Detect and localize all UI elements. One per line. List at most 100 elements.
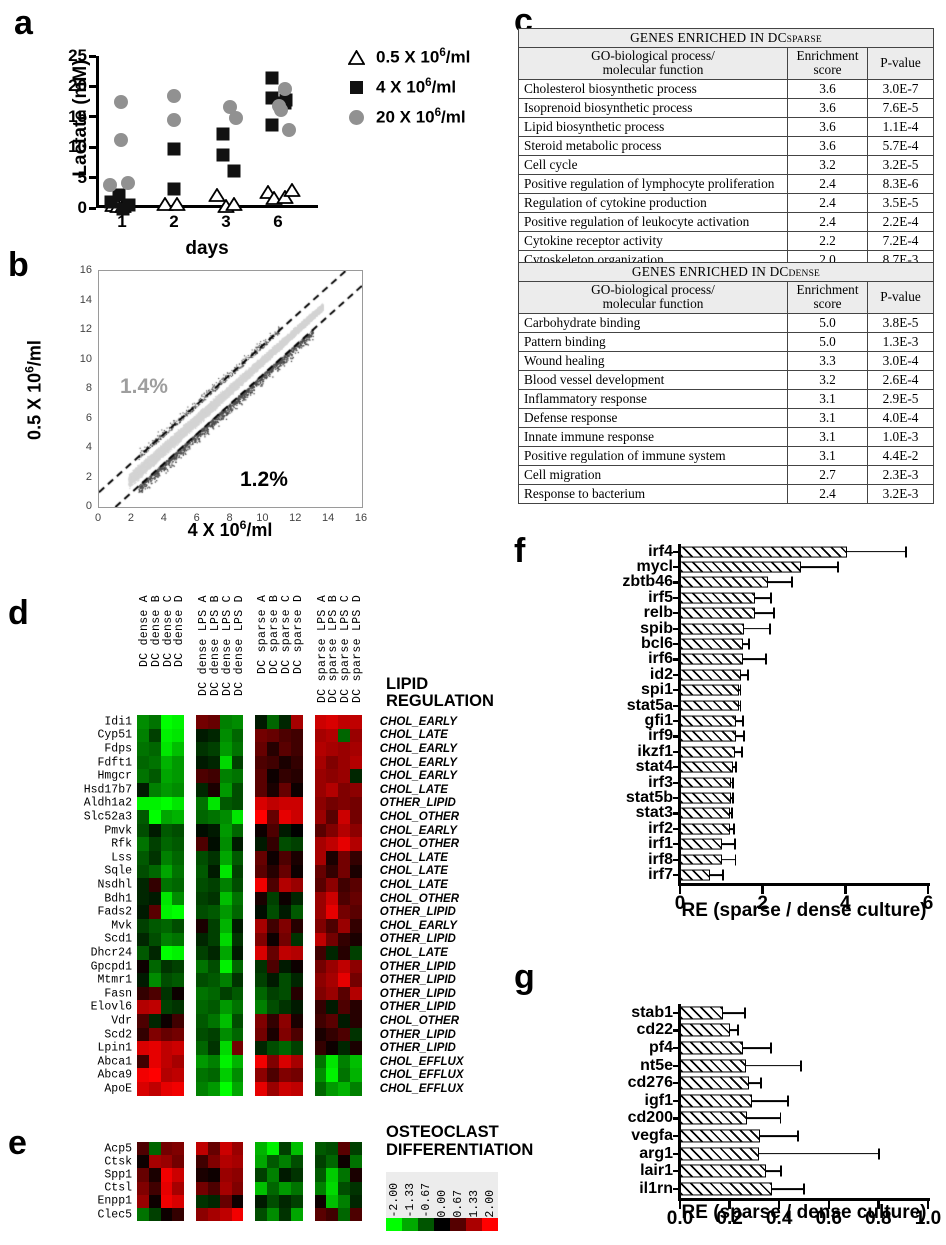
- heatmap-cell: [149, 783, 161, 797]
- heatmap-cell: [338, 729, 350, 743]
- heatmap-cell: [232, 729, 244, 743]
- go-term: Cell migration: [519, 465, 788, 484]
- heatmap-cell: [220, 1041, 232, 1055]
- heatmap-cell: [255, 946, 267, 960]
- p-value: 2.2E-4: [868, 212, 934, 231]
- heatmap-cell: [220, 1142, 232, 1155]
- panel-c-go-enrichment-tables: GENES ENRICHED IN DCSPARSE GO-biological …: [504, 0, 946, 500]
- panel-b-x-axis-label: 4 X 106/ml: [188, 518, 273, 541]
- heatmap-cell: [291, 1208, 303, 1221]
- heatmap-cell: [255, 1082, 267, 1096]
- go-term: Inflammatory response: [519, 389, 788, 408]
- bar-row: igf1: [680, 1092, 928, 1110]
- heatmap-cell: [137, 1208, 149, 1221]
- heatmap-cell: [149, 769, 161, 783]
- heatmap-cell: [232, 1055, 244, 1069]
- heatmap-cell: [196, 919, 208, 933]
- error-bar-cap: [735, 762, 737, 773]
- bar-rect: [680, 762, 733, 773]
- heatmap-cell: [350, 729, 362, 743]
- go-table-sparse: GENES ENRICHED IN DCSPARSE GO-biological …: [518, 28, 934, 270]
- heatmap-cell: [279, 1068, 291, 1082]
- heatmap-cell: [291, 933, 303, 947]
- heatmap-cell: [232, 1082, 244, 1096]
- heatmap-cell: [291, 851, 303, 865]
- heatmap-cell: [232, 1028, 244, 1042]
- heatmap-cell: [338, 1068, 350, 1082]
- heatmap-cell: [350, 851, 362, 865]
- heatmap-cell: [338, 1142, 350, 1155]
- heatmap-cell: [208, 837, 220, 851]
- panel-a-point-circle: [167, 89, 181, 103]
- heatmap-cell: [137, 851, 149, 865]
- heatmap-cell: [255, 824, 267, 838]
- panel-d-category-label: CHOL_LATE: [380, 729, 448, 741]
- go-term: Positive regulation of immune system: [519, 446, 788, 465]
- heatmap-cell: [149, 824, 161, 838]
- heatmap-cell: [196, 1182, 208, 1195]
- heatmap-cell: [172, 919, 184, 933]
- heatmap-cell: [255, 715, 267, 729]
- heatmap-cell: [208, 783, 220, 797]
- heatmap-cell: [172, 1068, 184, 1082]
- heatmap-cell: [279, 1168, 291, 1181]
- panel-d-gene-label: Rfk: [111, 838, 132, 851]
- table-band-title: GENES ENRICHED IN DCSPARSE: [519, 29, 934, 48]
- heatmap-cell: [291, 837, 303, 851]
- panel-b-y-tick-label: 14: [80, 294, 92, 306]
- error-bar-cap: [735, 854, 737, 865]
- heatmap-cell: [161, 1068, 173, 1082]
- panel-a-x-tick-label: 1: [117, 212, 126, 232]
- bar-row: stat5a: [680, 698, 928, 713]
- p-value: 7.2E-4: [868, 231, 934, 250]
- heatmap-cell: [149, 1155, 161, 1168]
- heatmap-cell: [267, 933, 279, 947]
- heatmap-cell: [350, 933, 362, 947]
- heatmap-cell: [350, 1055, 362, 1069]
- heatmap-cell: [196, 1028, 208, 1042]
- heatmap-cell: [196, 837, 208, 851]
- heatmap-cell: [326, 1055, 338, 1069]
- heatmap-cell: [315, 837, 327, 851]
- scale-swatch: [466, 1218, 482, 1231]
- heatmap-cell: [315, 946, 327, 960]
- enrichment-score: 2.4: [788, 484, 868, 503]
- heatmap-cell: [350, 1195, 362, 1208]
- bar-rect: [680, 700, 739, 711]
- error-bar-cap: [742, 715, 744, 726]
- heatmap-cell: [326, 1000, 338, 1014]
- heatmap-cell: [172, 769, 184, 783]
- heatmap-cell: [232, 837, 244, 851]
- bar-row: vegfa: [680, 1127, 928, 1145]
- heatmap-cell: [255, 865, 267, 879]
- heatmap-cell: [220, 878, 232, 892]
- heatmap-cell: [220, 1055, 232, 1069]
- heatmap-cell: [137, 783, 149, 797]
- enrichment-score: 5.0: [788, 313, 868, 332]
- panel-d-category-label: CHOL_EARLY: [380, 825, 457, 837]
- panel-d-column-header: DC sparse LPS D: [351, 595, 364, 713]
- bar-row: nt5e: [680, 1057, 928, 1075]
- heatmap-cell: [161, 783, 173, 797]
- heatmap-cell: [208, 1182, 220, 1195]
- heatmap-cell: [232, 769, 244, 783]
- panel-d-gene-label: Hmgcr: [97, 770, 132, 783]
- heatmap-cell: [326, 742, 338, 756]
- column-header-pvalue: P-value: [868, 282, 934, 314]
- error-bar: [722, 843, 734, 845]
- column-header-process: GO-biological process/molecular function: [519, 48, 788, 80]
- go-term: Innate immune response: [519, 427, 788, 446]
- error-bar-cap: [773, 608, 775, 619]
- panel-d-category-label: CHOL_OTHER: [380, 1015, 459, 1027]
- bar-category-label: pf4: [649, 1039, 673, 1057]
- heatmap-cell: [196, 960, 208, 974]
- panel-d-heatmap-block: [137, 715, 184, 1096]
- heatmap-cell: [196, 851, 208, 865]
- heatmap-cell: [172, 1142, 184, 1155]
- panel-a-plot-area: 0 5 10 15 20 25 1236 Lactate (mM) days: [96, 56, 316, 208]
- heatmap-cell: [338, 837, 350, 851]
- heatmap-cell: [196, 946, 208, 960]
- panel-e-gene-label: Enpp1: [97, 1195, 132, 1208]
- error-bar: [847, 551, 906, 553]
- bar-row: ikzf1: [680, 744, 928, 759]
